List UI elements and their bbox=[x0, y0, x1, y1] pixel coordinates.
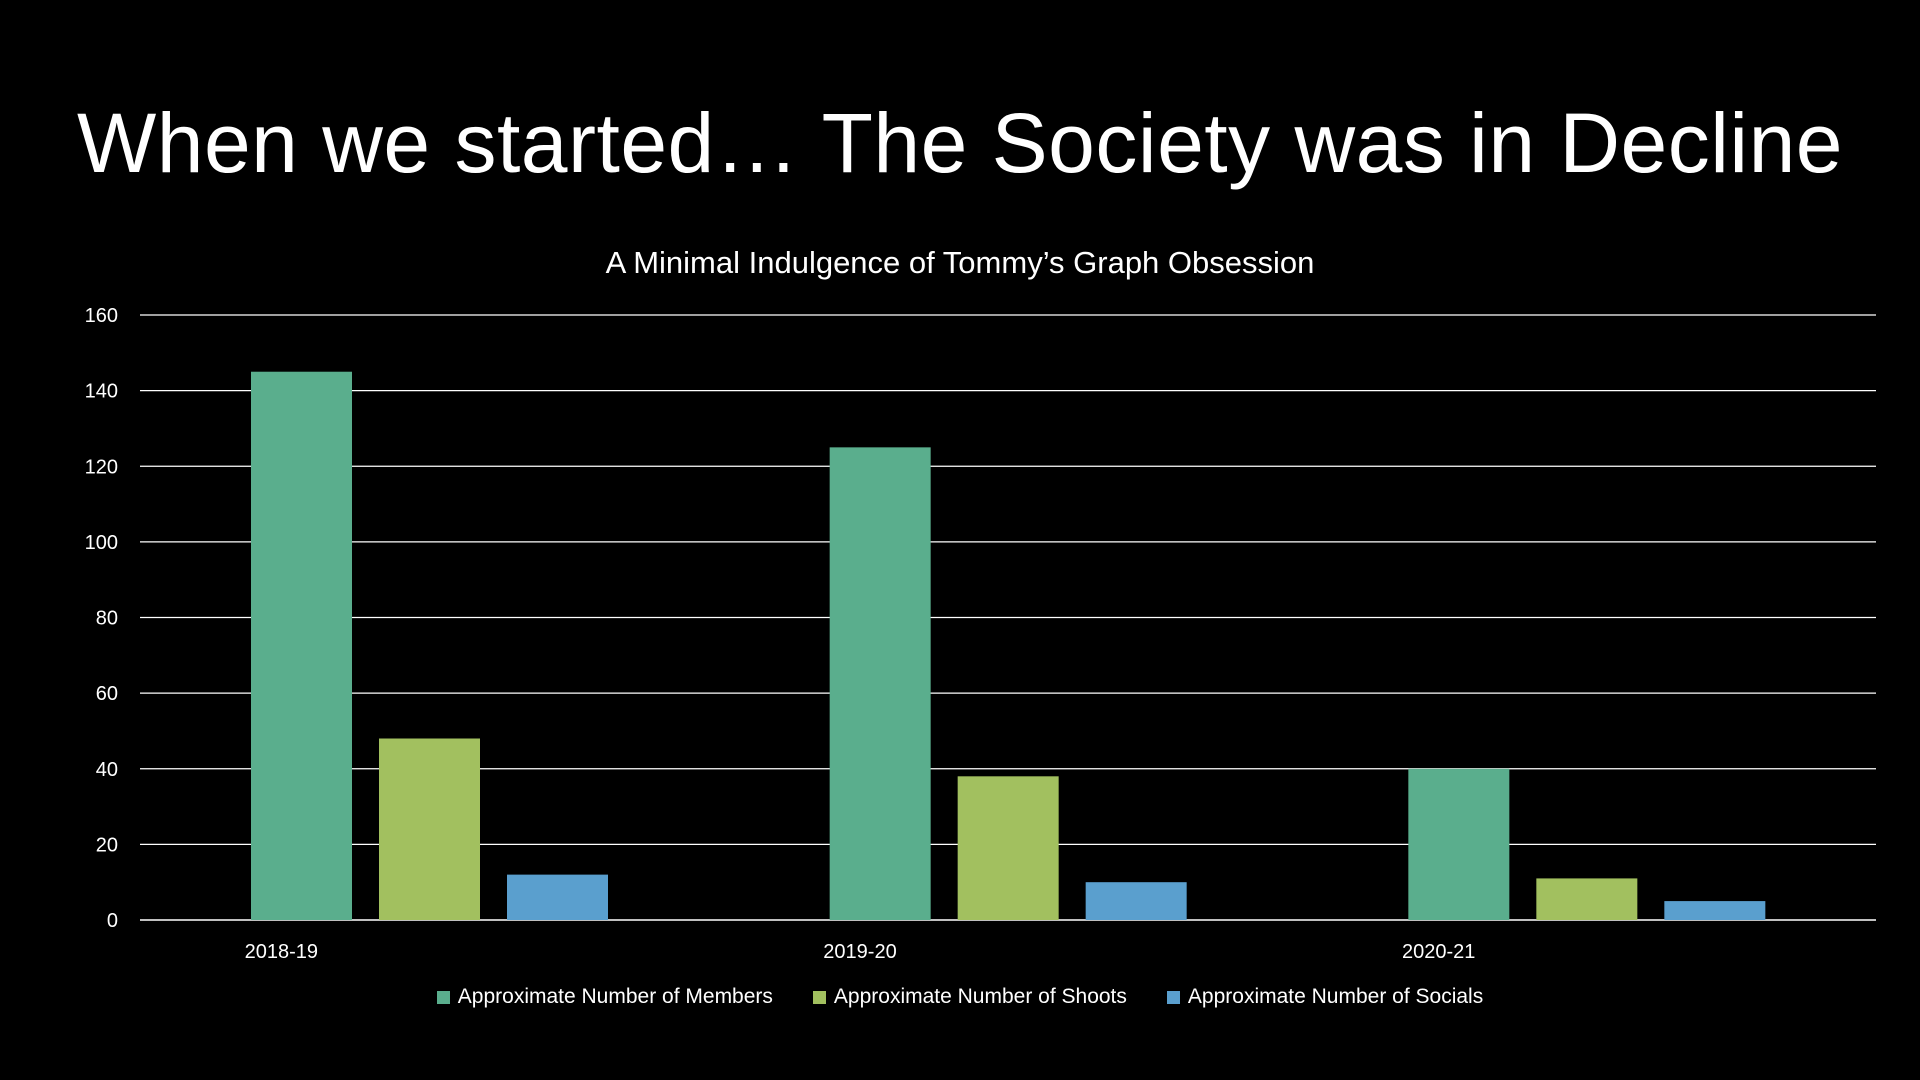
x-category-label: 2018-19 bbox=[245, 941, 318, 963]
y-tick-label: 0 bbox=[107, 910, 118, 932]
y-tick-label: 60 bbox=[96, 683, 118, 705]
bar-2019-20-2 bbox=[1085, 882, 1187, 920]
legend-item: Approximate Number of Socials bbox=[1166, 985, 1484, 1009]
y-tick-label: 20 bbox=[96, 834, 118, 856]
bar-2020-21-2 bbox=[1664, 901, 1766, 920]
bars bbox=[251, 371, 1766, 920]
y-tick-label: 120 bbox=[85, 456, 118, 478]
legend-label: Approximate Number of Members bbox=[457, 985, 773, 1008]
y-tick-label: 140 bbox=[85, 381, 118, 403]
y-tick-label: 160 bbox=[85, 305, 118, 327]
legend-swatch bbox=[812, 990, 826, 1004]
y-tick-label: 40 bbox=[96, 759, 118, 781]
legend: Approximate Number of Members Approximate… bbox=[0, 985, 1920, 1009]
chart-title: A Minimal Indulgence of Tommy’s Graph Ob… bbox=[605, 245, 1315, 280]
x-category-label: 2020-21 bbox=[1402, 941, 1475, 963]
bar-2019-20-0 bbox=[829, 447, 931, 920]
bar-2018-19-0 bbox=[251, 371, 352, 920]
bar-2019-20-1 bbox=[957, 776, 1059, 920]
legend-label: Approximate Number of Shoots bbox=[833, 985, 1127, 1008]
x-axis-categories: 2018-19 2019-20 2020-21 bbox=[245, 941, 1476, 963]
slide-title: When we started… The Society was in Decl… bbox=[76, 96, 1844, 190]
legend-item: Approximate Number of Members bbox=[436, 985, 773, 1009]
y-axis-ticks: 0 20 40 60 80 100 120 140 160 bbox=[85, 305, 118, 932]
y-tick-label: 80 bbox=[96, 608, 118, 630]
legend-swatch bbox=[1166, 990, 1180, 1004]
legend-swatch bbox=[436, 990, 450, 1004]
bar-2020-21-1 bbox=[1536, 878, 1638, 920]
bar-2018-19-1 bbox=[379, 738, 480, 920]
bar-2018-19-2 bbox=[507, 874, 608, 920]
legend-item: Approximate Number of Shoots bbox=[812, 985, 1127, 1009]
bar-2020-21-0 bbox=[1408, 768, 1510, 920]
legend-label: Approximate Number of Socials bbox=[1187, 985, 1484, 1008]
x-category-label: 2019-20 bbox=[823, 941, 896, 963]
y-tick-label: 100 bbox=[85, 532, 118, 554]
